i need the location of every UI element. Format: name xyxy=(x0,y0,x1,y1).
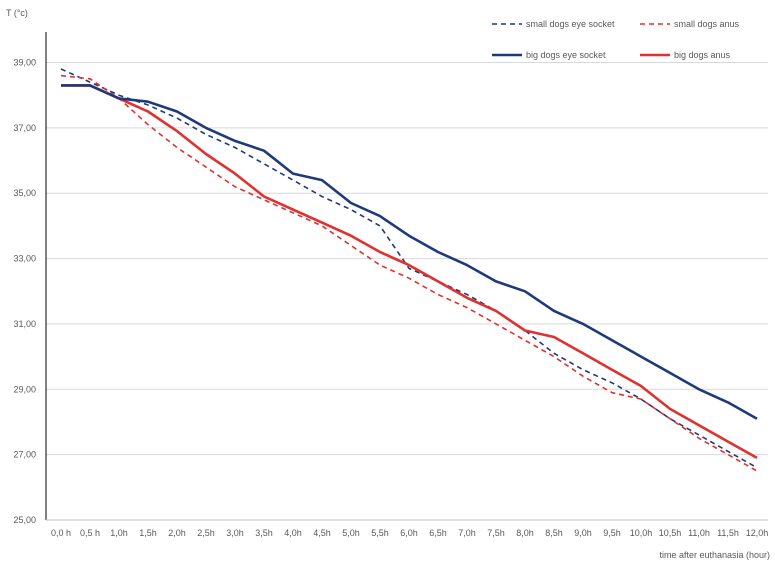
x-tick-label: 11,5h xyxy=(717,528,739,538)
y-tick-label: 39,00 xyxy=(13,58,36,68)
x-tick-label: 1,5h xyxy=(139,528,157,538)
legend-label: big dogs anus xyxy=(674,50,731,60)
y-tick-label: 35,00 xyxy=(13,188,36,198)
x-tick-label: 11,0h xyxy=(688,528,710,538)
y-tick-label: 33,00 xyxy=(13,254,36,264)
x-tick-label: 7,5h xyxy=(487,528,505,538)
x-tick-label: 2,0h xyxy=(168,528,186,538)
x-tick-label: 3,5h xyxy=(255,528,273,538)
y-tick-label: 29,00 xyxy=(13,384,36,394)
y-tick-label: 27,00 xyxy=(13,450,36,460)
series-line-small-dogs-eye-socket xyxy=(60,68,758,469)
legend: small dogs eye socket small dogs anus big … xyxy=(492,19,740,60)
x-tick-label: 6,5h xyxy=(429,528,447,538)
legend-label: big dogs eye socket xyxy=(526,50,606,60)
x-tick-label: 10,0h xyxy=(630,528,653,538)
x-tick-label: 4,5h xyxy=(313,528,331,538)
legend-label: small dogs eye socket xyxy=(526,19,615,29)
x-tick-labels: 0,0 h 0,5 h 1,0h 1,5h 2,0h 2,5h 3,0h 3,5h 4,0h 4,… xyxy=(51,528,768,538)
y-axis-title: T (°c) xyxy=(6,8,28,18)
x-tick-label: 0,5 h xyxy=(80,528,100,538)
y-tick-label: 37,00 xyxy=(13,123,36,133)
x-tick-label: 6,0h xyxy=(400,528,418,538)
x-tick-label: 9,0h xyxy=(574,528,592,538)
series-lines xyxy=(60,68,758,472)
x-tick-label: 12,0h xyxy=(746,528,769,538)
x-tick-label: 3,0h xyxy=(226,528,244,538)
x-tick-label: 8,5h xyxy=(545,528,563,538)
y-tick-labels: 25,00 27,00 29,00 31,00 33,00 35,00 37,00 39,00 xyxy=(13,58,36,526)
y-tick-label: 31,00 xyxy=(13,319,36,329)
x-tick-label: 10,5h xyxy=(659,528,682,538)
series-line-big-dogs-anus xyxy=(61,84,758,460)
x-tick-label: 8,0h xyxy=(516,528,534,538)
x-tick-label: 0,0 h xyxy=(51,528,71,538)
gridlines xyxy=(46,62,768,456)
x-axis-title: time after euthanasia (hour) xyxy=(659,550,770,560)
series-line-big-dogs-eye-socket xyxy=(61,84,758,420)
y-tick-label: 25,00 xyxy=(13,515,36,525)
x-tick-label: 7,0h xyxy=(458,528,476,538)
x-tick-label: 2,5h xyxy=(197,528,215,538)
x-tick-label: 5,0h xyxy=(342,528,360,538)
legend-label: small dogs anus xyxy=(674,19,740,29)
x-tick-label: 1,0h xyxy=(110,528,128,538)
x-tick-label: 4,0h xyxy=(284,528,302,538)
x-tick-label: 5,5h xyxy=(371,528,389,538)
series-line-small-dogs-anus xyxy=(60,74,758,472)
x-tick-label: 9,5h xyxy=(603,528,621,538)
